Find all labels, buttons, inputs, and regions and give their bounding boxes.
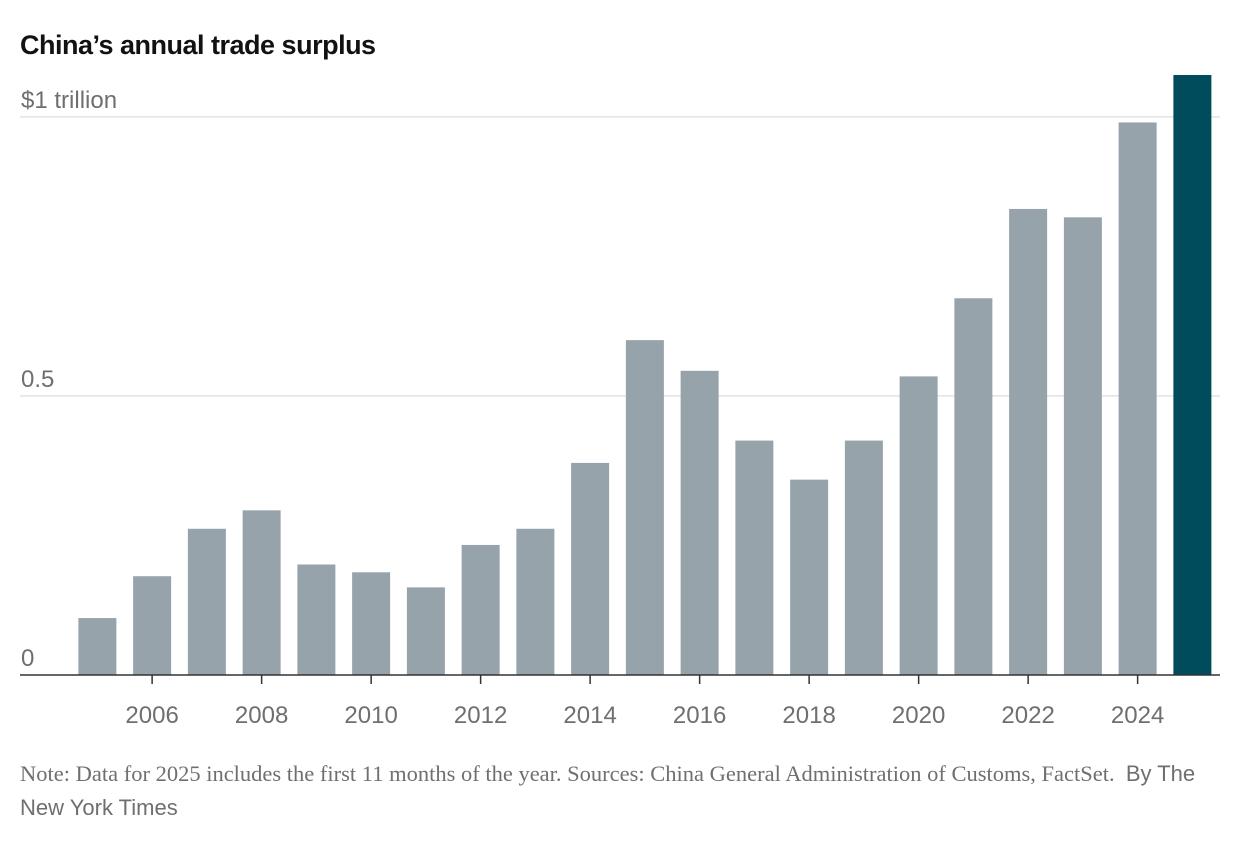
x-tick-label: 2024 (1111, 702, 1164, 729)
bar-2018 (790, 479, 829, 675)
bar-2017 (735, 440, 774, 675)
byline: By The New York Times (20, 761, 1196, 820)
chart-title: China’s annual trade surplus (20, 30, 376, 60)
bar-2022 (1009, 208, 1048, 675)
bar-2008 (242, 510, 281, 675)
bar-2009 (297, 564, 336, 675)
y-tick-label: 0 (21, 645, 34, 672)
bar-2023 (1063, 217, 1102, 675)
bar-2012 (461, 544, 500, 675)
bar-2021 (954, 298, 993, 675)
bar-2010 (352, 572, 391, 675)
x-tick-label: 2010 (344, 702, 397, 729)
chart-footnote: Note: Data for 2025 includes the first 1… (20, 757, 1220, 825)
x-tick-label: 2016 (673, 702, 726, 729)
x-tick-label: 2012 (454, 702, 507, 729)
bar-2013 (516, 528, 555, 675)
x-tick-label: 2006 (125, 702, 178, 729)
bar-2024 (1118, 122, 1157, 675)
x-tick-label: 2020 (892, 702, 945, 729)
bar-2006 (133, 576, 172, 675)
x-tick-label: 2008 (235, 702, 288, 729)
bar-2015 (625, 340, 664, 675)
x-tick-label: 2018 (782, 702, 835, 729)
bar-2007 (187, 528, 226, 675)
x-tick-label: 2014 (563, 702, 616, 729)
bar-2020 (899, 376, 938, 675)
bar-2025 (1173, 75, 1212, 675)
bar-2014 (571, 462, 610, 675)
y-tick-label: 0.5 (21, 366, 54, 393)
bar-2016 (680, 370, 719, 675)
x-axis (20, 674, 1220, 684)
note-text: Note: Data for 2025 includes the first 1… (20, 761, 1115, 786)
bar-2005 (78, 618, 117, 675)
axis-labels: 0 0.5 $1 trillion 2006 2008 2010 2012 2014 2016 2… (21, 87, 1164, 729)
bars (78, 75, 1212, 675)
bar-2019 (844, 440, 883, 675)
x-tick-label: 2022 (1001, 702, 1054, 729)
y-tick-label: $1 trillion (21, 87, 117, 114)
bar-2011 (406, 587, 445, 675)
